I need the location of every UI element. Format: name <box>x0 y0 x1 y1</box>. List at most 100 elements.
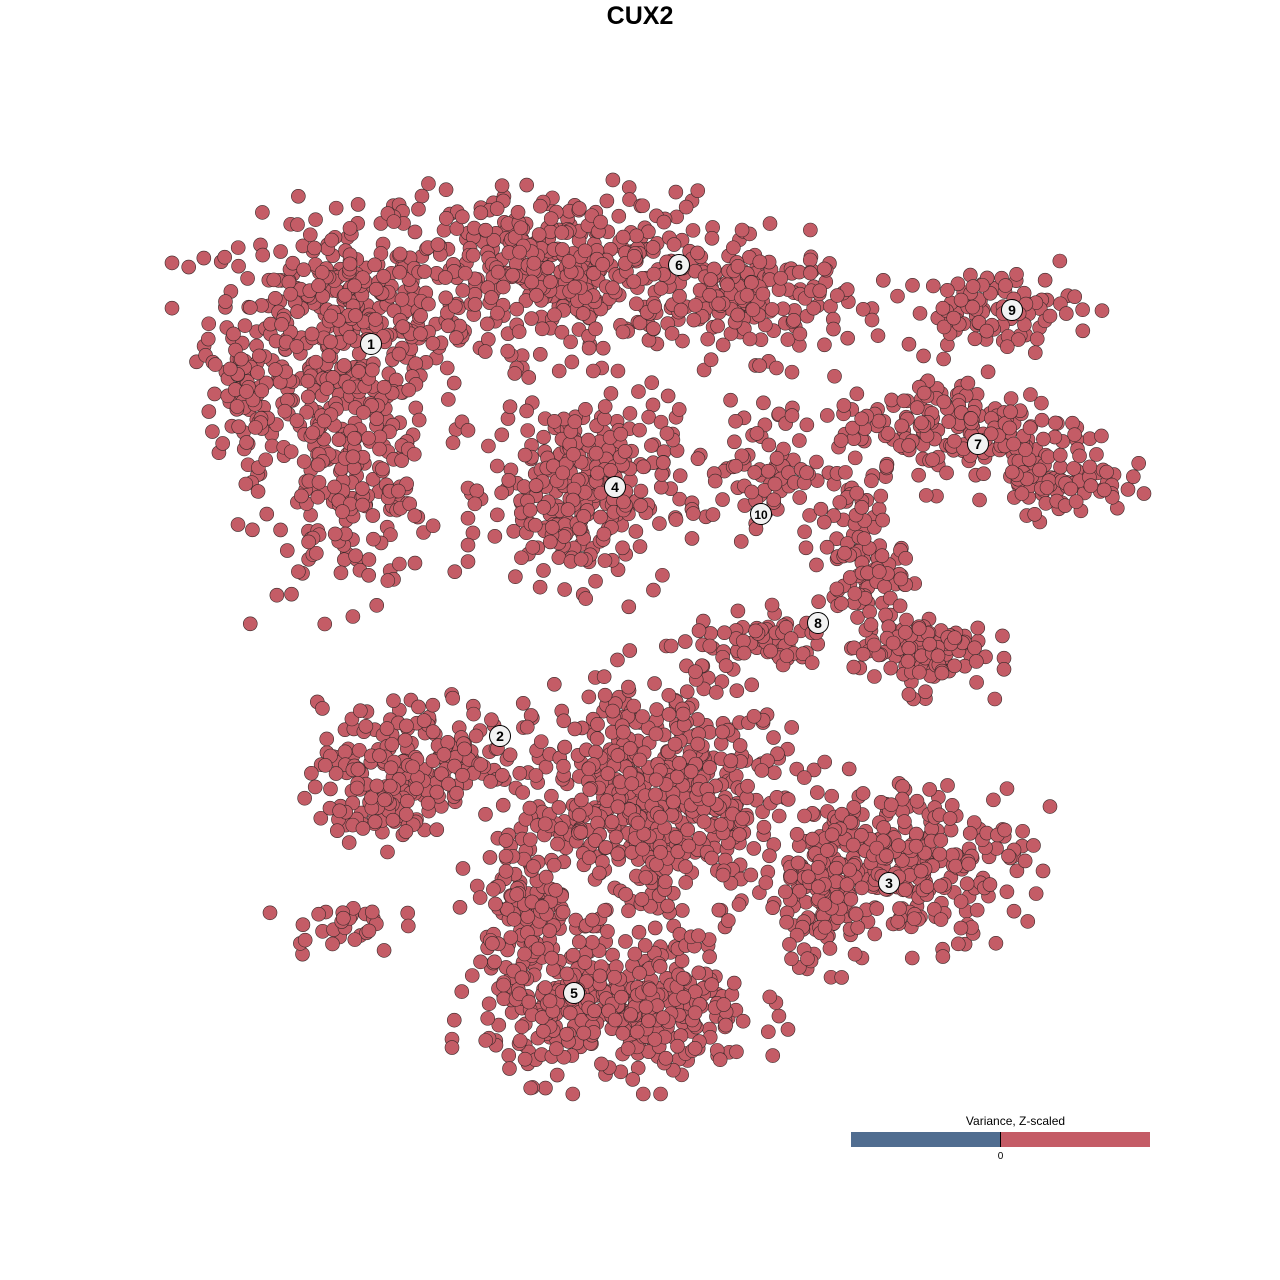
data-point <box>690 183 706 198</box>
data-point <box>701 791 717 807</box>
data-point <box>688 664 703 679</box>
data-point <box>547 677 562 692</box>
data-point <box>633 498 649 513</box>
data-point <box>524 274 540 290</box>
data-point <box>494 178 510 193</box>
data-point <box>445 435 461 451</box>
data-point <box>498 848 514 864</box>
data-point <box>372 441 387 457</box>
data-point <box>652 516 667 531</box>
data-point <box>480 1011 495 1026</box>
data-point <box>634 891 650 907</box>
data-point <box>538 1080 553 1096</box>
data-point <box>804 655 820 671</box>
data-point <box>625 1072 641 1087</box>
data-point <box>641 409 656 425</box>
data-point <box>754 763 770 778</box>
data-point <box>397 732 413 748</box>
data-point <box>369 411 385 426</box>
data-point <box>1075 302 1090 318</box>
data-point <box>630 815 646 831</box>
data-point <box>730 258 746 274</box>
data-point <box>631 924 647 940</box>
data-point <box>367 257 383 273</box>
data-point <box>567 414 583 430</box>
data-point <box>361 552 377 567</box>
data-point <box>506 912 522 927</box>
data-point <box>486 882 501 897</box>
data-point <box>711 902 727 918</box>
data-point <box>329 823 345 838</box>
data-point <box>732 738 748 753</box>
data-point <box>980 364 996 380</box>
data-point <box>687 1041 703 1056</box>
data-point <box>715 867 731 883</box>
cluster-label-9: 9 <box>1001 299 1023 321</box>
data-point <box>892 901 907 916</box>
data-point <box>947 658 962 674</box>
data-point <box>621 903 636 919</box>
data-point <box>1036 431 1051 447</box>
data-point <box>691 623 707 638</box>
data-point <box>916 385 932 401</box>
data-point <box>891 838 906 853</box>
data-point <box>380 573 396 588</box>
data-point <box>581 761 597 777</box>
data-point <box>494 427 510 443</box>
data-point <box>310 489 326 505</box>
data-point <box>653 479 669 495</box>
data-point <box>919 879 935 894</box>
data-point <box>1136 486 1152 501</box>
data-point <box>490 264 506 280</box>
data-point <box>1096 482 1112 498</box>
data-point <box>817 897 833 912</box>
data-point <box>291 564 306 579</box>
data-point <box>784 364 800 380</box>
data-point <box>489 201 505 216</box>
data-point <box>766 730 781 745</box>
data-point <box>712 1052 728 1068</box>
data-point <box>400 918 416 934</box>
data-point <box>735 811 750 826</box>
data-point <box>215 436 230 451</box>
data-point <box>408 400 424 416</box>
data-point <box>727 434 742 450</box>
data-point <box>940 778 955 793</box>
data-point <box>809 785 825 800</box>
data-point <box>792 433 807 448</box>
data-point <box>656 214 672 230</box>
data-point <box>783 869 799 884</box>
cluster-label-text: 6 <box>675 257 683 273</box>
data-point <box>251 348 267 364</box>
data-point <box>780 792 796 807</box>
data-point <box>377 792 392 808</box>
data-point <box>1029 331 1045 347</box>
data-point <box>436 222 452 238</box>
data-point <box>1022 420 1038 436</box>
data-point <box>855 301 871 317</box>
data-point <box>870 328 886 343</box>
data-point <box>652 959 668 974</box>
data-point <box>472 890 488 905</box>
data-point <box>811 594 826 609</box>
data-point <box>615 229 631 245</box>
data-point <box>295 917 311 932</box>
data-point <box>653 845 668 860</box>
data-point <box>473 757 489 772</box>
data-point <box>495 797 511 813</box>
data-point <box>661 687 677 703</box>
data-point <box>817 919 833 935</box>
data-point <box>291 189 306 204</box>
data-point <box>839 877 855 892</box>
data-point <box>617 444 633 459</box>
data-point <box>829 288 845 303</box>
data-point <box>425 724 441 739</box>
data-point <box>946 310 961 326</box>
data-point <box>394 292 410 307</box>
data-point <box>515 785 531 800</box>
data-point <box>259 506 275 522</box>
data-point <box>1028 886 1044 901</box>
data-point <box>646 266 662 282</box>
data-point <box>702 287 717 303</box>
data-point <box>562 1005 578 1021</box>
